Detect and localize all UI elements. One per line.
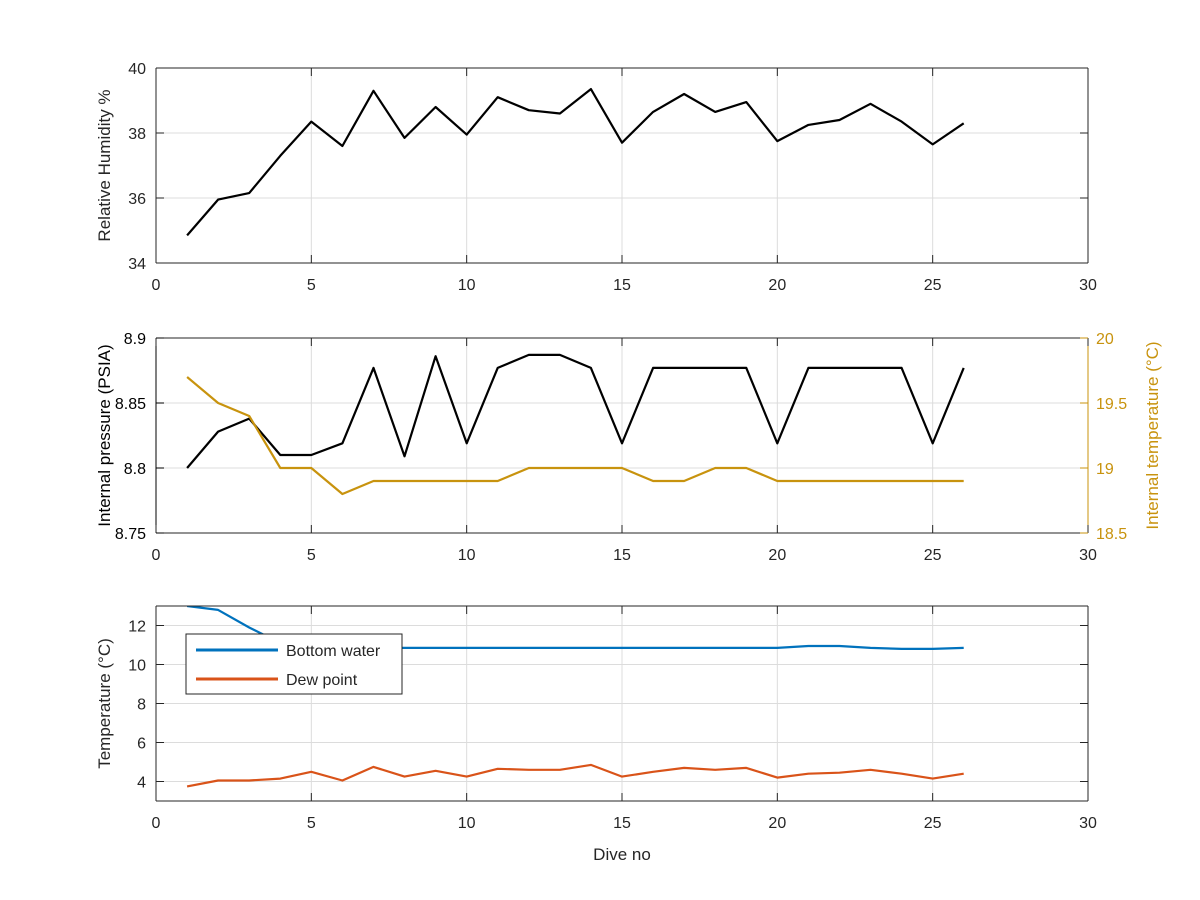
x-tick-label: 10 — [458, 277, 476, 294]
subplot-1: 0 5 10 15 20 25 30 34 36 38 40 Relative Humidity % — [95, 61, 1097, 294]
x-tick-label: 20 — [768, 547, 786, 564]
subplot-2: 0 5 10 15 20 25 30 8.75 8.8 8.85 8.9 18.5 19 19.5 20 In… — [95, 331, 1162, 564]
series-line-1 — [186, 87, 965, 237]
y-tick-label: 38 — [128, 126, 146, 143]
y-tick-label: 8.8 — [124, 461, 146, 478]
y2-tick-label: 20 — [1096, 331, 1114, 348]
x-tick-label: 25 — [924, 815, 942, 832]
x-tick-label: 0 — [152, 815, 161, 832]
y-tick-label: 8 — [137, 697, 146, 714]
y-axis-label: Temperature (°C) — [95, 638, 114, 769]
y2-axis-label: Internal temperature (°C) — [1143, 341, 1162, 529]
series-line-dew-point — [186, 763, 964, 788]
y-tick-label: 36 — [128, 191, 146, 208]
legend-box — [185, 633, 403, 695]
x-tick-label: 25 — [924, 277, 942, 294]
x-tick-label: 0 — [152, 277, 161, 294]
x-tick-label: 10 — [458, 547, 476, 564]
y-tick-label: 40 — [128, 61, 146, 78]
legend: Bottom water Dew point — [185, 633, 403, 695]
y-tick-label: 10 — [128, 658, 146, 675]
x-tick-label: 0 — [152, 547, 161, 564]
x-tick-label: 30 — [1079, 277, 1097, 294]
y-tick-label: 12 — [128, 619, 146, 636]
x-tick-label: 15 — [613, 277, 631, 294]
legend-label: Bottom water — [286, 643, 381, 660]
x-tick-label: 5 — [307, 547, 316, 564]
y-tick-label: 8.85 — [115, 396, 146, 413]
y-tick-label: 34 — [128, 256, 146, 273]
x-tick-label: 25 — [924, 547, 942, 564]
y2-tick-label: 19.5 — [1096, 396, 1127, 413]
y2-tick-label: 18.5 — [1096, 526, 1127, 543]
y-tick-label: 8.9 — [124, 331, 146, 348]
x-tick-label: 15 — [613, 547, 631, 564]
x-tick-label: 30 — [1079, 815, 1097, 832]
x-tick-label: 10 — [458, 815, 476, 832]
series-line-2 — [186, 376, 964, 496]
x-tick-label: 20 — [768, 815, 786, 832]
x-tick-label: 20 — [768, 277, 786, 294]
y-axis-label: Relative Humidity % — [95, 89, 114, 241]
y-tick-label: 8.75 — [115, 526, 146, 543]
y-tick-label: 6 — [137, 736, 146, 753]
x-tick-label: 15 — [613, 815, 631, 832]
x-axis-label: Dive no — [593, 845, 651, 864]
legend-label: Dew point — [286, 672, 358, 689]
y-axis-label: Internal pressure (PSIA) — [95, 344, 114, 526]
y-tick-label: 4 — [137, 775, 146, 792]
series-line-1 — [186, 353, 965, 469]
y2-tick-label: 19 — [1096, 461, 1114, 478]
subplot-3: 0 5 10 15 20 25 30 4 6 8 10 12 Temperature (°C) Dive … — [95, 605, 1097, 864]
x-tick-label: 5 — [307, 815, 316, 832]
x-tick-label: 30 — [1079, 547, 1097, 564]
x-tick-label: 5 — [307, 277, 316, 294]
